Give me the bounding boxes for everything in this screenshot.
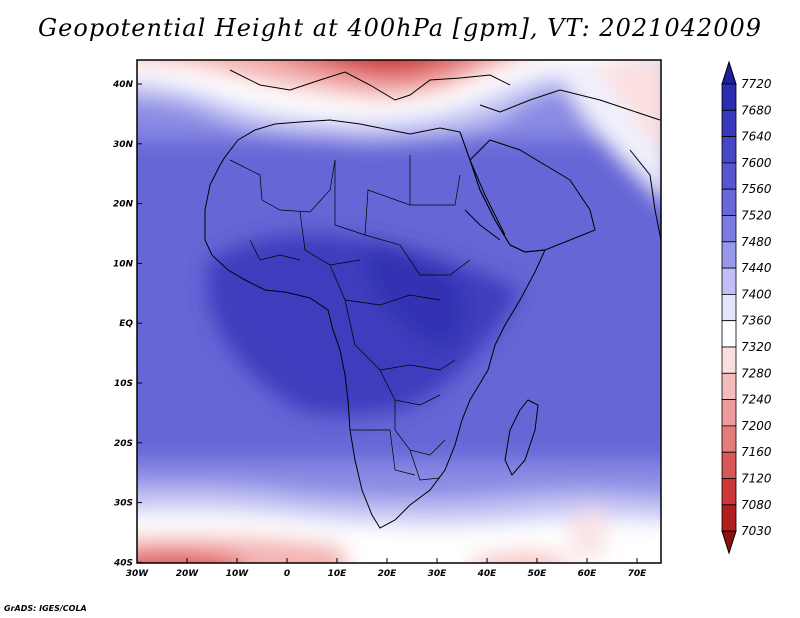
- colorbar-segment: [721, 451, 737, 479]
- colorbar-label: 7720: [741, 77, 772, 91]
- lat-label: 40N: [112, 80, 134, 90]
- lon-label: 10E: [328, 569, 348, 579]
- colorbar-segment: [721, 504, 737, 532]
- lon-label: 20W: [176, 569, 200, 579]
- colorbar-segment: [721, 478, 737, 506]
- lat-label: 30N: [113, 140, 134, 150]
- colorbar-segment: [721, 215, 737, 243]
- colorbar-top-arrow: [721, 60, 737, 85]
- grads-credit: GrADS: IGES/COLA: [4, 604, 87, 613]
- map-title: Geopotential Height at 400hPa [gpm], VT:…: [38, 14, 762, 42]
- lon-label: 30W: [126, 569, 150, 579]
- colorbar-label: 7200: [741, 419, 772, 433]
- colorbar: 7720 7680 7640 7600 7560 7520 7480 7440 7400 7360…: [721, 60, 772, 555]
- colorbar-label: 7120: [741, 472, 772, 486]
- lat-label: 20S: [114, 439, 133, 449]
- colorbar-segment: [721, 162, 737, 190]
- lat-label: 20N: [113, 200, 134, 210]
- lon-label: 20E: [378, 569, 398, 579]
- colorbar-label: 7030: [741, 524, 772, 538]
- colorbar-segment: [721, 399, 737, 427]
- colorbar-label: 7640: [741, 130, 772, 144]
- colorbar-segment: [721, 267, 737, 295]
- lon-label: 30E: [428, 569, 448, 579]
- lat-label: 40S: [113, 558, 133, 568]
- colorbar-segment: [721, 241, 737, 269]
- colorbar-segment: [721, 425, 737, 453]
- colorbar-label: 7600: [741, 156, 772, 170]
- colorbar-label: 7360: [741, 314, 772, 328]
- colorbar-label: 7240: [741, 393, 772, 407]
- country-borders: [229, 155, 471, 481]
- lat-label: EQ: [119, 319, 133, 329]
- colorbar-segment: [721, 136, 737, 164]
- colorbar-segment: [721, 293, 737, 322]
- colorbar-label: 7680: [741, 103, 772, 117]
- lon-label: 10W: [226, 569, 250, 579]
- colorbar-label: 7280: [741, 366, 772, 380]
- latitude-axis: 40N 30N 20N 10N EQ 10S 20S 30S 40S: [112, 80, 142, 568]
- coastlines: [204, 69, 661, 529]
- colorbar-label: 7160: [741, 445, 772, 459]
- lat-label: 30S: [114, 499, 133, 509]
- lon-label: 60E: [578, 569, 598, 579]
- colorbar-label: 7320: [741, 340, 772, 354]
- colorbar-label: 7520: [741, 209, 772, 223]
- colorbar-segment: [721, 109, 737, 138]
- colorbar-label: 7080: [741, 498, 772, 512]
- map-frame: [136, 59, 662, 564]
- colorbar-segment: [721, 346, 737, 374]
- colorbar-segment: [721, 188, 737, 216]
- colorbar-segment: [721, 320, 737, 348]
- colorbar-label: 7440: [741, 261, 772, 275]
- colorbar-bottom-arrow: [721, 530, 737, 555]
- lat-label: 10N: [113, 259, 134, 269]
- colorbar-label: 7400: [741, 287, 772, 301]
- lon-label: 40E: [477, 569, 498, 579]
- lon-label: 70E: [628, 569, 648, 579]
- lon-label: 50E: [528, 569, 548, 579]
- colorbar-segment: [721, 83, 737, 111]
- colorbar-segment: [721, 372, 737, 400]
- colorbar-label: 7560: [741, 182, 772, 196]
- longitude-axis: 30W 20W 10W 0 10E 20E 30E 40E 50E 60E 70E: [126, 558, 647, 579]
- lat-label: 10S: [114, 379, 133, 389]
- colorbar-label: 7480: [741, 235, 772, 249]
- height-field: [137, 60, 661, 563]
- lon-label: 0: [284, 569, 290, 579]
